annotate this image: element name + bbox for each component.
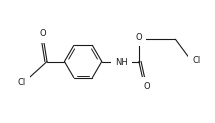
- Text: Cl: Cl: [192, 56, 201, 65]
- Text: O: O: [136, 33, 142, 42]
- Text: Cl: Cl: [17, 78, 26, 87]
- Text: O: O: [40, 29, 46, 38]
- Text: NH: NH: [115, 58, 128, 67]
- Text: O: O: [144, 82, 150, 91]
